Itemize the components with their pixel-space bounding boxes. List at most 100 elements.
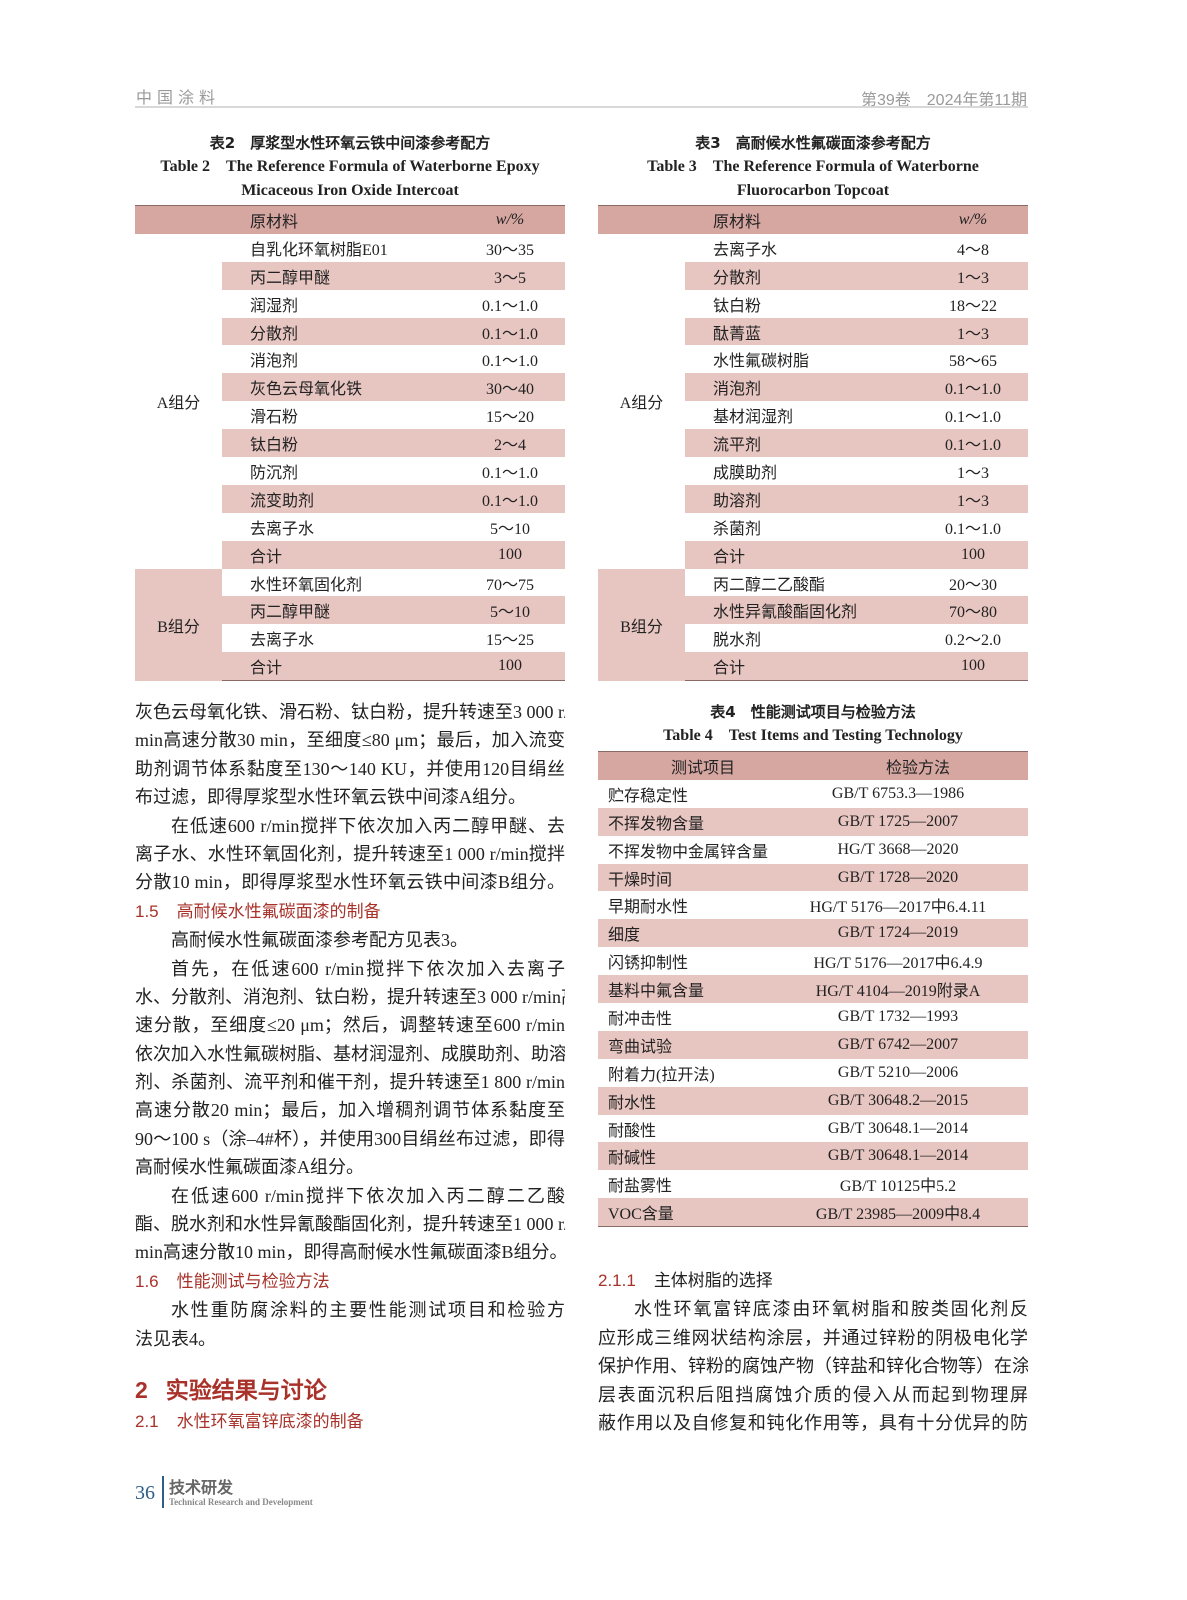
value-cell: 1～3 xyxy=(956,325,989,343)
group-label: A组分 xyxy=(135,233,222,569)
text-line: 保护作用、锌粉的腐蚀产物（锌盐和锌化合物等）在涂 xyxy=(598,1356,1028,1377)
table-row: 耐冲击性 GB/T 1732—1993 xyxy=(598,1003,1028,1031)
value-cell: 70～80 xyxy=(948,604,997,622)
method-cell: GB/T 1724—2019 xyxy=(837,924,959,942)
header-method: 检验方法 xyxy=(808,750,1028,780)
header-material: 原材料 xyxy=(685,204,918,234)
right-column-text: 2.1.1 主体树脂的选择 水性环氧富锌底漆由环氧树脂和胺类固化剂反 应形成三维网状结… xyxy=(598,1267,1028,1437)
table-row: 不挥发物中金属锌含量 HG/T 3668—2020 xyxy=(598,836,1028,864)
material-cell: 灰色云母氧化铁 xyxy=(250,381,363,399)
material-cell: 分散剂 xyxy=(250,325,299,343)
table3-caption-cn: 表3 高耐候水性氟碳面漆参考配方 xyxy=(695,134,931,152)
method-cell: GB/T 30648.1—2014 xyxy=(827,1119,969,1137)
group-label: A组分 xyxy=(598,233,685,569)
header-group xyxy=(598,204,685,234)
table-row: 闪锈抑制性 HG/T 5176—2017中6.4.9 xyxy=(598,947,1028,975)
table3-caption-en-1: Table 3 The Reference Formula of Waterbo… xyxy=(647,158,979,175)
header-divider xyxy=(135,106,1028,108)
footer-divider xyxy=(162,1476,164,1508)
table-row: 耐酸性 GB/T 30648.1—2014 xyxy=(598,1115,1028,1143)
table-row: B组分 丙二醇二乙酸酯 20～30 xyxy=(598,568,1028,681)
group-label: B组分 xyxy=(598,568,685,681)
material-cell: 防沉剂 xyxy=(250,464,299,482)
test-item-cell: 不挥发物含量 xyxy=(608,815,705,833)
table4-caption: 表4 性能测试项目与检验方法 Table 4 Test Items and Te… xyxy=(598,700,1028,748)
material-cell: 润湿剂 xyxy=(250,297,299,315)
text-line: 法见表4。 xyxy=(135,1328,216,1349)
test-item-cell: 耐盐雾性 xyxy=(608,1178,673,1196)
material-cell: 水性异氰酸酯固化剂 xyxy=(713,604,858,622)
section-title: 主体树脂的选择 xyxy=(653,1271,773,1290)
material-cell: 去离子水 xyxy=(713,241,778,259)
table-row: 耐水性 GB/T 30648.2—2015 xyxy=(598,1086,1028,1115)
text-line: 布过滤，即得厚浆型水性环氧云铁中间漆A组分。 xyxy=(135,787,526,808)
table-row: 成膜助剂 1～3 xyxy=(598,457,1028,485)
table-row: 钛白粉 18～22 xyxy=(598,290,1028,318)
table-row: 附着力(拉开法) GB/T 5210—2006 xyxy=(598,1059,1028,1087)
section-heading: 2.1 水性环氧富锌底漆的制备 xyxy=(135,1408,565,1436)
table3: 原材料 w/% A组分 去离子水 4～8 分散剂 1～3 钛白粉 18～22 酞菁蓝 1～3 水性氟碳… xyxy=(598,204,1028,682)
text-line: 速分散，至细度≤20 μm；然后，调整转速至600 r/min xyxy=(135,1015,565,1036)
material-cell: 成膜助剂 xyxy=(713,464,778,482)
page-number: 36 xyxy=(135,1482,155,1504)
table3-caption-en-2: Fluorocarbon Topcoat xyxy=(736,182,890,199)
section-number: 1.5 xyxy=(135,901,159,921)
text-line: 层表面沉积后阻挡腐蚀介质的侵入从而起到物理屏 xyxy=(598,1384,1028,1405)
material-cell: 合计 xyxy=(250,548,283,566)
method-cell: GB/T 6753.3—1986 xyxy=(831,784,965,802)
method-cell: GB/T 23985—2009中8.4 xyxy=(808,1198,1028,1228)
table-row: 滑石粉 15～20 xyxy=(135,401,565,429)
test-item-cell: 不挥发物中金属锌含量 xyxy=(608,843,769,861)
material-cell: 水性环氧固化剂 xyxy=(250,576,363,594)
method-cell: GB/T 30648.2—2015 xyxy=(827,1091,969,1109)
value-cell: 0.1～1.0 xyxy=(481,325,538,343)
section-heading: 2 实验结果与讨论 xyxy=(135,1373,565,1407)
material-cell: 脱水剂 xyxy=(713,632,762,650)
material-cell: 酞菁蓝 xyxy=(713,325,762,343)
table2: 原材料 w/% A组分 自乳化环氧树脂E01 30～35 丙二醇甲醚 3～5 润湿剂 0.1～1… xyxy=(135,204,565,682)
table-row: 消泡剂 0.1～1.0 xyxy=(135,345,565,373)
value-cell: 0.1～1.0 xyxy=(481,464,538,482)
value-cell: 1～3 xyxy=(956,269,989,287)
value-cell: 100 xyxy=(961,545,985,563)
table-row: 基材润湿剂 0.1～1.0 xyxy=(598,401,1028,429)
group-label: B组分 xyxy=(135,568,222,681)
text-line: 灰色云母氧化铁、滑石粉、钛白粉，提升转速至3 000 r/ xyxy=(135,702,565,722)
test-item-cell: 弯曲试验 xyxy=(608,1038,673,1056)
footer-section-cn: 技术研发 xyxy=(169,1480,234,1497)
method-cell: HG/T 4104—2019附录A xyxy=(815,983,981,1001)
value-cell: 0.1～1.0 xyxy=(944,381,1001,399)
table-row: 早期耐水性 HG/T 5176—2017中6.4.11 xyxy=(598,891,1028,919)
section-number: 1.6 xyxy=(135,1271,159,1291)
value-cell: 0.1～1.0 xyxy=(944,437,1001,455)
material-cell: 钛白粉 xyxy=(250,437,299,455)
test-item-cell: VOC含量 xyxy=(598,1198,808,1228)
test-item-cell: 早期耐水性 xyxy=(608,899,689,917)
material-cell: 杀菌剂 xyxy=(713,520,762,538)
table-row: 水性氟碳树脂 58～65 xyxy=(598,345,1028,373)
table-row: A组分 自乳化环氧树脂E01 30～35 xyxy=(135,233,565,569)
method-cell: GB/T 1728—2020 xyxy=(837,868,959,886)
text-line: 酯、脱水剂和水性异氰酸酯固化剂，提升转速至1 000 r/ xyxy=(135,1214,565,1235)
method-cell: GB/T 5210—2006 xyxy=(837,1063,959,1081)
table4-caption-en: Table 4 Test Items and Testing Technolog… xyxy=(663,727,963,744)
footer-section-en: Technical Research and Development xyxy=(169,1497,313,1507)
value-cell: 5～10 xyxy=(489,520,530,538)
table-row: 贮存稳定性 GB/T 6753.3—1986 xyxy=(598,780,1028,808)
text-line: 首先，在低速600 r/min搅拌下依次加入去离子 xyxy=(171,958,565,979)
table-header-row: 测试项目 检验方法 xyxy=(598,750,1028,780)
value-cell: 18～22 xyxy=(948,297,997,315)
material-cell: 自乳化环氧树脂E01 xyxy=(250,241,388,259)
text-line: 助剂调节体系黏度至130～140 KU，并使用120目绢丝 xyxy=(135,758,565,779)
text-line: 应形成三维网状结构涂层，并通过锌粉的阴极电化学 xyxy=(598,1327,1028,1348)
test-item-cell: 干燥时间 xyxy=(608,871,673,889)
value-cell: 58～65 xyxy=(948,353,997,371)
material-cell: 基材润湿剂 xyxy=(713,409,794,427)
table-row: 去离子水 15～25 xyxy=(135,624,565,652)
method-cell: GB/T 6742—2007 xyxy=(837,1035,959,1053)
material-cell: 助溶剂 xyxy=(713,492,762,510)
value-cell: 3～5 xyxy=(493,269,526,287)
value-cell: 30～40 xyxy=(485,381,534,399)
table-row: 防沉剂 0.1～1.0 xyxy=(135,457,565,485)
